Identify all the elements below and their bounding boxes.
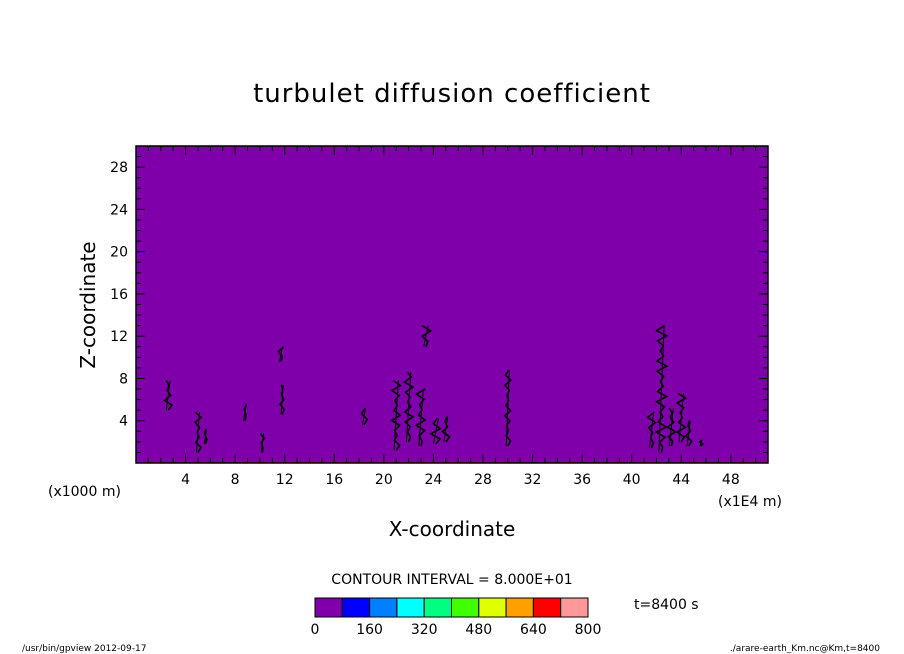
colorbar-tick-label: 640 bbox=[520, 622, 547, 638]
contour-feature bbox=[390, 379, 402, 451]
y-tick-label: 20 bbox=[110, 245, 128, 261]
contour-feature bbox=[441, 416, 451, 443]
y-axis: 4 8 12 16 20 24 28 bbox=[110, 156, 768, 453]
x-tick-label: 44 bbox=[672, 472, 690, 488]
y-tick-label: 24 bbox=[110, 202, 128, 218]
y-tick-label: 4 bbox=[119, 414, 128, 430]
colorbar: 0 160 320 480 640 800 bbox=[311, 597, 602, 638]
x-tick-label: 28 bbox=[474, 472, 492, 488]
colorbar-swatch bbox=[505, 597, 534, 618]
contour-feature bbox=[403, 371, 415, 443]
time-label: t=8400 s bbox=[634, 597, 699, 613]
x-unit-left: (x1000 m) bbox=[48, 484, 121, 500]
x-tick-label: 36 bbox=[573, 472, 591, 488]
contour-feature bbox=[503, 369, 513, 447]
contour-feature bbox=[259, 432, 266, 453]
colorbar-tick-label: 320 bbox=[411, 622, 438, 638]
y-tick-label: 12 bbox=[110, 329, 128, 345]
contour-interval-label: CONTOUR INTERVAL = 8.000E+01 bbox=[331, 572, 572, 588]
contour-feature bbox=[360, 407, 369, 426]
colorbar-tick-label: 480 bbox=[465, 622, 492, 638]
colorbar-swatch bbox=[532, 597, 562, 618]
contour-feature bbox=[429, 418, 442, 445]
x-tick-label: 48 bbox=[722, 472, 740, 488]
x-unit-right: (x1E4 m) bbox=[718, 494, 782, 510]
colorbar-tick-label: 0 bbox=[311, 622, 320, 638]
contour-feature bbox=[654, 324, 669, 453]
contour-feature bbox=[421, 324, 433, 348]
contour-feature bbox=[278, 384, 286, 415]
x-tick-label: 12 bbox=[276, 472, 294, 488]
x-tick-label: 16 bbox=[325, 472, 343, 488]
footer-right: ./arare-earth_Km.nc@Km,t=8400 bbox=[730, 644, 880, 654]
contour-feature bbox=[163, 380, 173, 411]
x-tick-label: 20 bbox=[375, 472, 393, 488]
plot-background bbox=[136, 146, 768, 463]
x-tick-label: 32 bbox=[524, 472, 542, 488]
colorbar-tick-label: 800 bbox=[575, 622, 602, 638]
chart-title: turbulet diffusion coefficient bbox=[253, 79, 651, 109]
footer-left: /usr/bin/gpview 2012-09-17 bbox=[22, 644, 146, 654]
y-tick-label: 16 bbox=[110, 287, 128, 303]
x-axis-label: X-coordinate bbox=[389, 517, 516, 541]
contour-feature bbox=[675, 392, 688, 443]
contour-feature bbox=[646, 411, 657, 449]
x-tick-label: 4 bbox=[181, 472, 190, 488]
y-tick-label: 8 bbox=[119, 371, 128, 387]
contour-feature bbox=[194, 411, 203, 453]
colorbar-swatch bbox=[478, 597, 507, 618]
contour-feature bbox=[414, 388, 427, 447]
colorbar-swatch bbox=[341, 597, 371, 618]
colorbar-swatch bbox=[423, 597, 453, 618]
colorbar-tick-label: 160 bbox=[356, 622, 383, 638]
colorbar-swatch bbox=[396, 597, 425, 618]
contour-feature bbox=[277, 346, 285, 362]
x-tick-label: 24 bbox=[424, 472, 442, 488]
x-axis: 4 8 12 16 20 24 28 32 36 40 44 48 bbox=[147, 146, 757, 488]
plot-area bbox=[135, 145, 769, 464]
x-tick-label: 40 bbox=[623, 472, 641, 488]
contour-feature bbox=[243, 403, 248, 421]
y-tick-label: 28 bbox=[110, 160, 128, 176]
x-tick-label: 8 bbox=[231, 472, 240, 488]
colorbar-swatch bbox=[451, 597, 480, 618]
contour-feature bbox=[684, 420, 693, 447]
contour-feature bbox=[698, 439, 705, 447]
y-axis-label: Z-coordinate bbox=[76, 241, 100, 368]
contour-feature bbox=[203, 429, 208, 445]
colorbar-swatch bbox=[314, 597, 343, 618]
contour-feature bbox=[666, 407, 677, 447]
colorbar-swatch bbox=[560, 597, 589, 618]
colorbar-swatch bbox=[369, 597, 398, 618]
